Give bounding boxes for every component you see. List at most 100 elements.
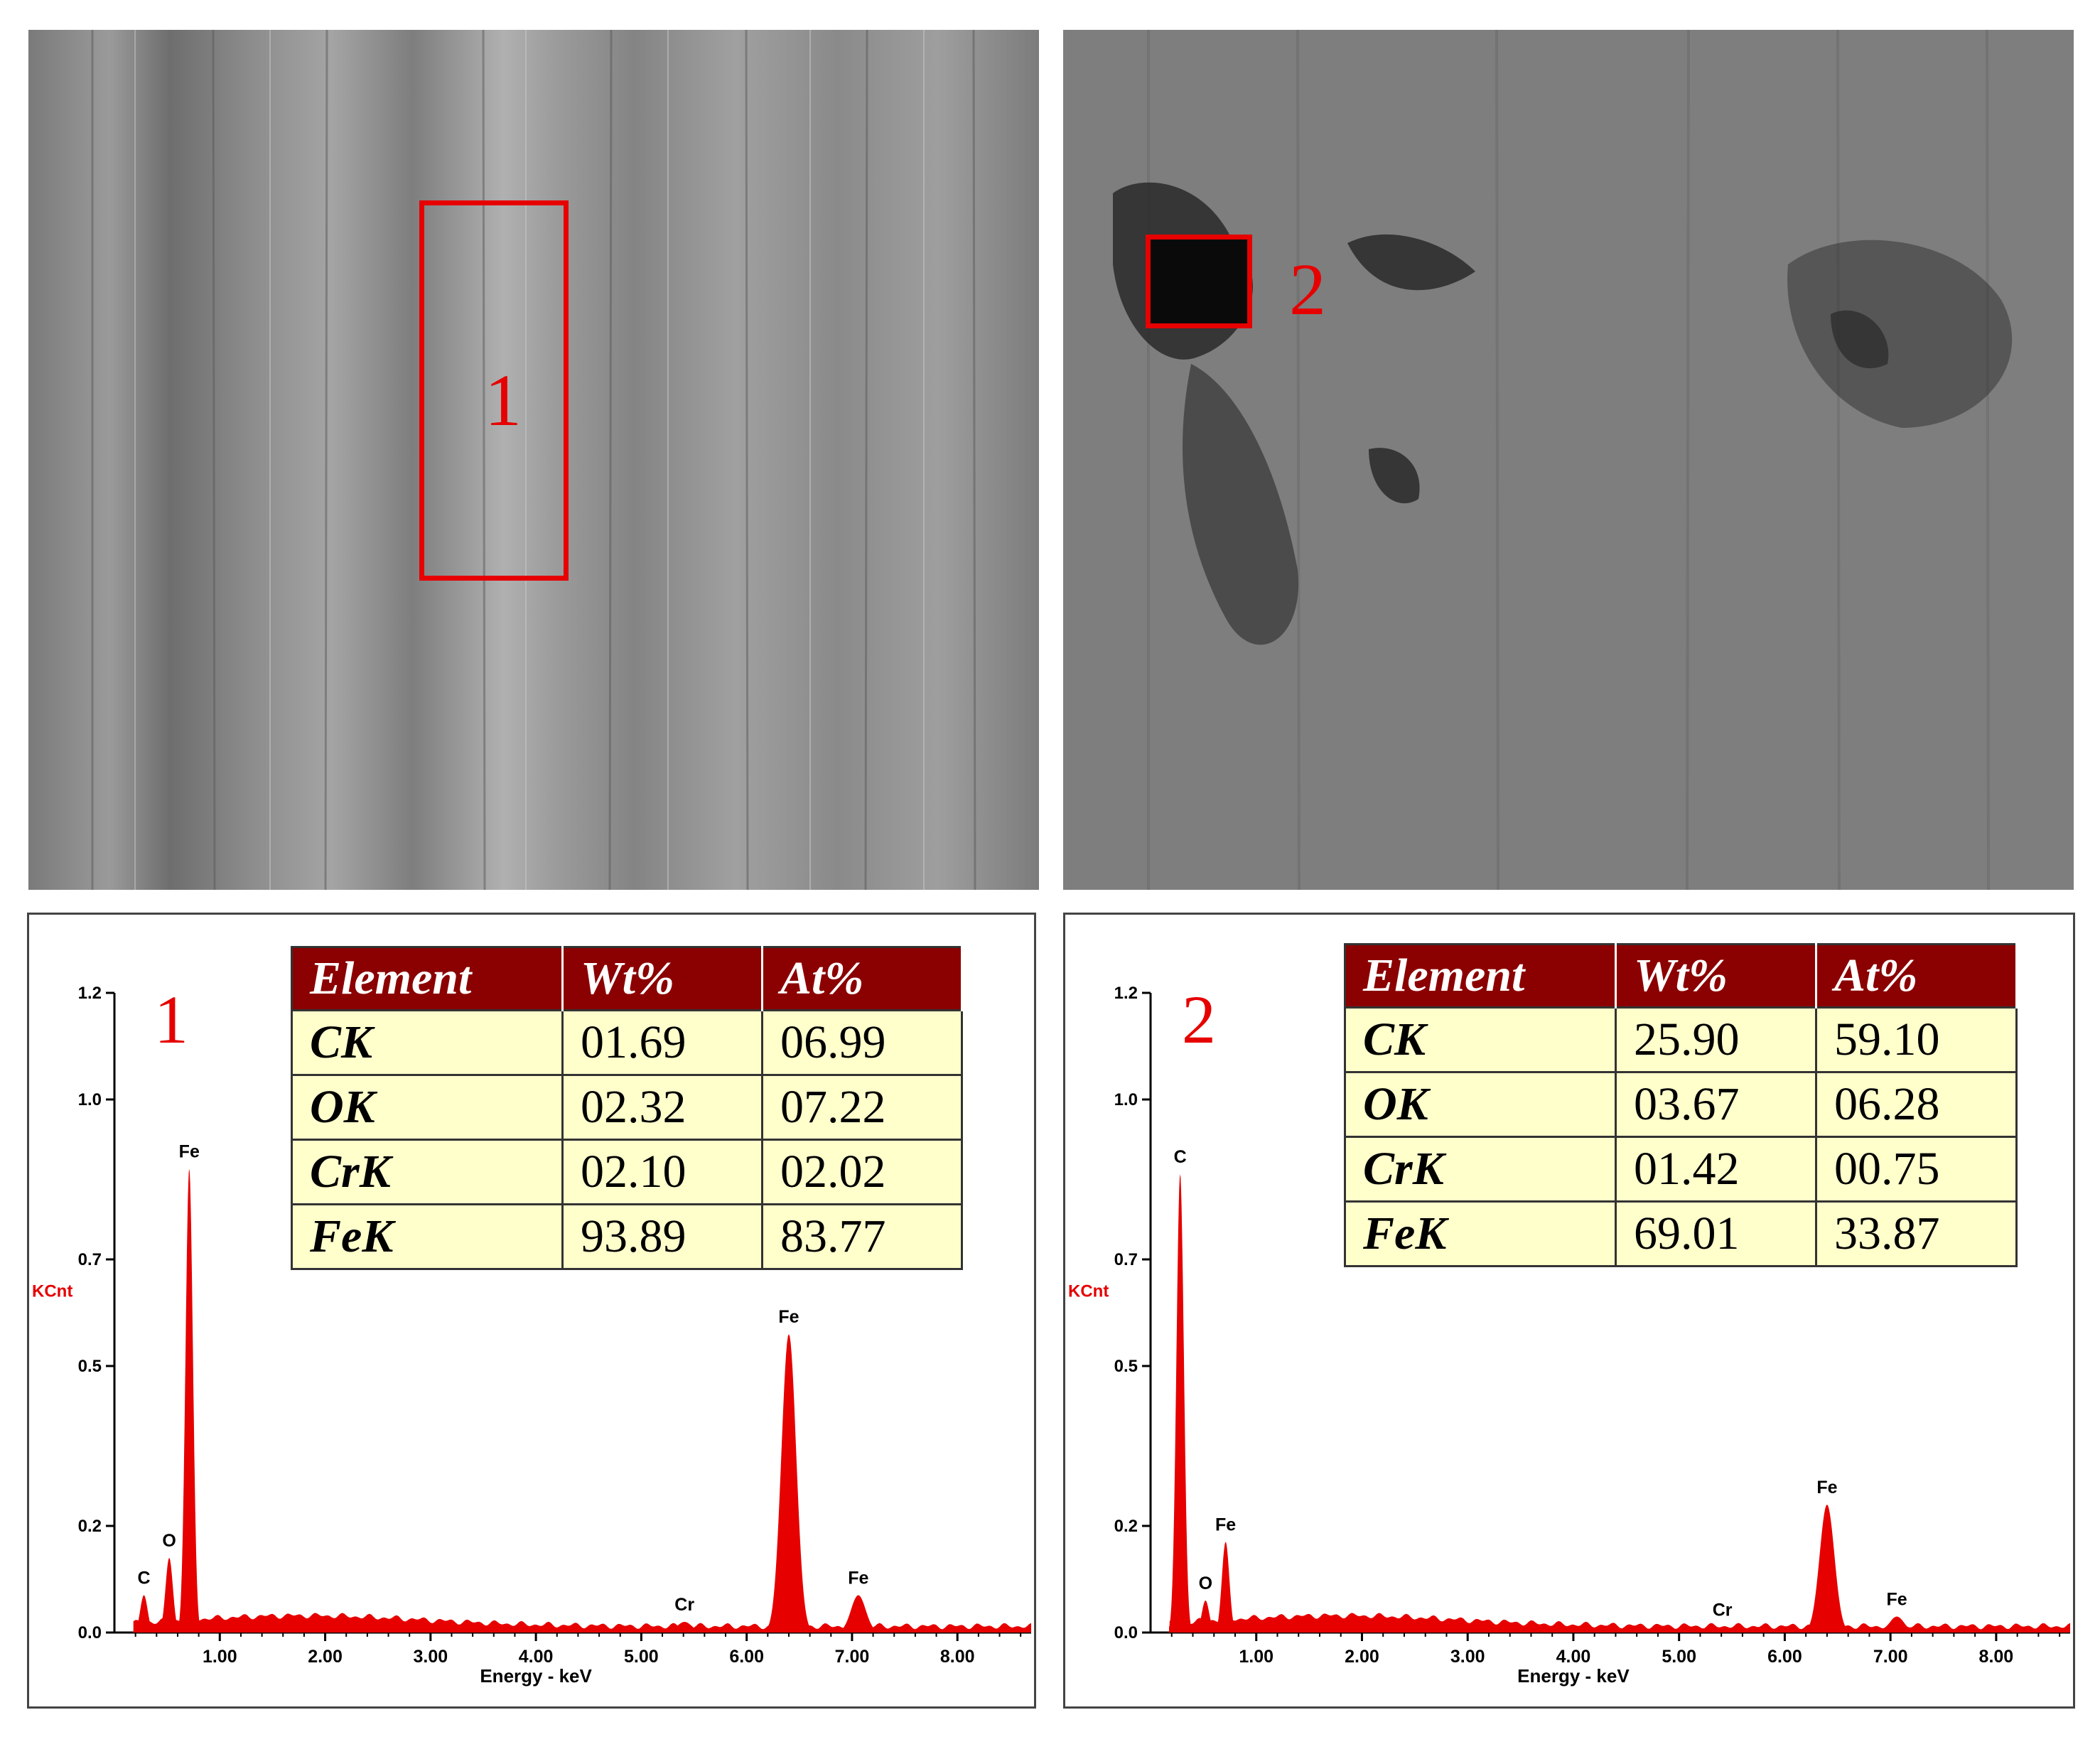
x-tick-label: 4.00 <box>1556 1647 1591 1667</box>
y-tick-label: 0.2 <box>1114 1517 1138 1536</box>
peak-label: Fe <box>1215 1515 1236 1535</box>
sem-texture-1 <box>28 30 1039 890</box>
x-tick-label: 2.00 <box>1345 1647 1379 1667</box>
roi-box-1 <box>419 200 569 581</box>
spectrum-peak-c <box>1169 1174 1192 1633</box>
x-tick-label: 7.00 <box>1873 1647 1908 1667</box>
cell-wt: 01.69 <box>561 1009 763 1076</box>
x-tick-label: 6.00 <box>1767 1647 1802 1667</box>
peak-label: Fe <box>1816 1478 1837 1497</box>
spectrum-peak-fe <box>1214 1542 1237 1633</box>
cell-at: 83.77 <box>761 1203 963 1270</box>
table-row: OK 02.32 07.22 <box>291 1074 963 1141</box>
col-header-element: Element <box>291 947 564 1011</box>
y-tick-label: 0.5 <box>78 1357 102 1376</box>
peak-label: C <box>137 1569 150 1588</box>
cell-wt: 03.67 <box>1615 1071 1817 1138</box>
table-row: CrK 02.10 02.02 <box>291 1139 963 1205</box>
table-row: CrK 01.42 00.75 <box>1344 1136 2018 1203</box>
col-header-wt: Wt% <box>562 947 763 1011</box>
cell-at: 07.22 <box>761 1074 963 1141</box>
roi-label-2: 2 <box>1289 249 1326 330</box>
roi-box-2 <box>1146 235 1252 328</box>
peak-label: Cr <box>1713 1601 1733 1620</box>
table-row: CK 25.90 59.10 <box>1344 1006 2018 1073</box>
y-tick-label: 0.0 <box>1114 1623 1138 1642</box>
table-row: FeK 93.89 83.77 <box>291 1203 963 1270</box>
eds-spectrum-1: 0.0 0.2 0.5 0.7 1.0 1.2 1.00 2.00 3.00 4.00 5.00 6.… <box>32 984 1031 1687</box>
cell-at: 33.87 <box>1815 1200 2018 1267</box>
peak-label: Fe <box>778 1307 799 1327</box>
panel-label-2: 2 <box>1182 982 1216 1058</box>
y-axis-label: KCnt <box>32 1282 72 1301</box>
y-axis-label: KCnt <box>1068 1282 1109 1301</box>
cell-wt: 93.89 <box>561 1203 763 1270</box>
cell-element: CrK <box>1344 1136 1617 1203</box>
peak-label: Fe <box>179 1142 200 1162</box>
y-tick-label: 1.0 <box>1114 1090 1138 1109</box>
x-axis-label: Energy - keV <box>480 1665 592 1687</box>
composition-table-2: Element Wt% At% CK 25.90 59.10 OK 03.67 06.2… <box>1344 943 2018 1267</box>
eds-panel-2: 0.0 0.2 0.5 0.7 1.0 1.2 1.00 2.00 3.00 4.00 5.00 6.… <box>1063 913 2075 1709</box>
cell-element: OK <box>291 1074 564 1141</box>
peak-label: Fe <box>1886 1590 1907 1610</box>
cell-element: FeK <box>1344 1200 1617 1267</box>
table-row: CK 01.69 06.99 <box>291 1009 963 1076</box>
col-header-element: Element <box>1345 944 1617 1008</box>
x-tick-label: 8.00 <box>940 1647 975 1667</box>
cell-element: CrK <box>291 1139 564 1205</box>
x-tick-label: 3.00 <box>1450 1647 1485 1667</box>
cell-at: 06.99 <box>761 1009 963 1076</box>
y-tick-label: 0.7 <box>1114 1250 1138 1269</box>
spectrum-peak-fe <box>766 1334 812 1633</box>
col-header-at: At% <box>1816 944 2018 1008</box>
y-tick-label: 1.0 <box>78 1090 102 1109</box>
eds-spectrum-2: 0.0 0.2 0.5 0.7 1.0 1.2 1.00 2.00 3.00 4.00 5.00 6.… <box>1068 984 2070 1687</box>
cell-wt: 01.42 <box>1615 1136 1817 1203</box>
col-header-at: At% <box>762 947 963 1011</box>
spectrum-peak-fe <box>178 1168 200 1633</box>
x-tick-label: 5.00 <box>1662 1647 1696 1667</box>
panel-label-1: 1 <box>154 982 188 1058</box>
x-tick-label: 1.00 <box>203 1647 237 1667</box>
peak-label: Fe <box>848 1569 868 1588</box>
x-axis-label: Energy - keV <box>1517 1665 1630 1687</box>
x-tick-label: 6.00 <box>729 1647 764 1667</box>
peak-label: Cr <box>674 1595 694 1615</box>
cell-wt: 02.10 <box>561 1139 763 1205</box>
eds-panel-1: 0.0 0.2 0.5 0.7 1.0 1.2 1.00 2.00 3.00 4.00 5.00 6.… <box>27 913 1036 1709</box>
composition-table-1: Element Wt% At% CK 01.69 06.99 OK 02.32 07.2… <box>291 946 963 1270</box>
y-tick-label: 0.5 <box>1114 1357 1138 1376</box>
roi-label-1: 1 <box>485 360 522 441</box>
y-tick-label: 0.0 <box>78 1623 102 1642</box>
peak-label: C <box>1174 1147 1187 1167</box>
x-tick-label: 3.00 <box>413 1647 448 1667</box>
cell-wt: 69.01 <box>1615 1200 1817 1267</box>
cell-element: CK <box>291 1009 564 1076</box>
x-tick-label: 2.00 <box>308 1647 343 1667</box>
x-tick-label: 1.00 <box>1239 1647 1274 1667</box>
table-row: FeK 69.01 33.87 <box>1344 1200 2018 1267</box>
cell-at: 59.10 <box>1815 1006 2018 1073</box>
x-tick-label: 8.00 <box>1979 1647 2014 1667</box>
cell-at: 06.28 <box>1815 1071 2018 1138</box>
spectrum-continuum <box>133 1613 1031 1633</box>
y-tick-label: 1.2 <box>1114 984 1138 1003</box>
sem-texture-2 <box>1063 30 2074 890</box>
col-header-wt: Wt% <box>1615 944 1817 1008</box>
cell-wt: 25.90 <box>1615 1006 1817 1073</box>
spectrum-peak-fe <box>836 1595 881 1633</box>
y-tick-label: 0.7 <box>78 1250 102 1269</box>
sem-image-1: 1 <box>28 30 1039 890</box>
spectrum-peak-o <box>1194 1601 1217 1633</box>
table-header-row: Element Wt% At% <box>291 947 963 1011</box>
y-tick-label: 0.2 <box>78 1517 102 1536</box>
cell-at: 02.02 <box>761 1139 963 1205</box>
table-row: OK 03.67 06.28 <box>1344 1071 2018 1138</box>
spectrum-peak-cr <box>662 1622 707 1633</box>
spectrum-peak-o <box>158 1558 181 1633</box>
spectrum-peak-cr <box>1700 1627 1745 1633</box>
spectrum-continuum <box>1169 1613 2070 1633</box>
peak-label: O <box>1199 1574 1212 1593</box>
x-tick-label: 5.00 <box>624 1647 659 1667</box>
